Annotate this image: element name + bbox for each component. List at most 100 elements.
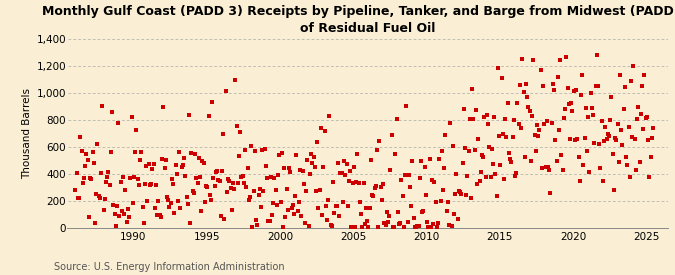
- Point: [247, 225, 258, 229]
- Point: [280, 215, 291, 219]
- Point: [318, 165, 329, 169]
- Point: [467, 87, 478, 92]
- Point: [126, 115, 137, 119]
- Point: [340, 173, 351, 177]
- Point: [338, 200, 348, 205]
- Point: [104, 183, 115, 187]
- Point: [214, 179, 225, 183]
- Point: [616, 128, 626, 132]
- Point: [534, 128, 545, 132]
- Point: [472, 181, 483, 186]
- Point: [394, 222, 404, 227]
- Point: [356, 212, 367, 216]
- Point: [535, 68, 546, 72]
- Point: [367, 193, 377, 198]
- Point: [297, 169, 308, 174]
- Point: [491, 194, 502, 198]
- Point: [448, 144, 458, 148]
- Point: [270, 188, 281, 192]
- Point: [516, 125, 526, 130]
- Point: [366, 158, 377, 163]
- Point: [93, 193, 104, 198]
- Point: [319, 128, 330, 133]
- Point: [164, 205, 175, 210]
- Point: [496, 76, 507, 80]
- Point: [531, 148, 541, 153]
- Point: [176, 164, 187, 169]
- Point: [215, 213, 226, 218]
- Point: [286, 205, 297, 210]
- Point: [217, 169, 227, 174]
- Point: [564, 101, 574, 106]
- Point: [513, 121, 524, 126]
- Point: [525, 159, 536, 164]
- Point: [500, 117, 511, 121]
- Point: [483, 121, 493, 126]
- Point: [615, 73, 626, 78]
- Point: [102, 175, 113, 180]
- Point: [165, 200, 176, 205]
- Point: [307, 161, 318, 165]
- Point: [384, 213, 395, 218]
- Point: [352, 152, 363, 156]
- Point: [259, 147, 270, 151]
- Point: [302, 158, 313, 163]
- Point: [431, 225, 442, 229]
- Point: [378, 182, 389, 186]
- Point: [227, 180, 238, 185]
- Point: [596, 119, 607, 123]
- Point: [122, 220, 132, 225]
- Point: [167, 182, 178, 186]
- Point: [232, 124, 242, 128]
- Point: [519, 155, 530, 160]
- Point: [436, 149, 447, 154]
- Point: [634, 160, 645, 165]
- Point: [602, 132, 613, 136]
- Point: [406, 204, 416, 208]
- Point: [608, 152, 618, 156]
- Point: [161, 158, 171, 163]
- Point: [550, 138, 561, 142]
- Point: [507, 135, 518, 139]
- Point: [321, 218, 332, 222]
- Point: [418, 209, 429, 214]
- Point: [336, 171, 347, 175]
- Point: [380, 223, 391, 227]
- Point: [261, 164, 271, 169]
- Point: [449, 212, 460, 217]
- Point: [544, 168, 555, 172]
- Point: [253, 193, 264, 197]
- Point: [292, 209, 303, 213]
- Point: [146, 182, 157, 186]
- Point: [570, 138, 580, 142]
- Point: [567, 108, 578, 113]
- Point: [421, 193, 431, 198]
- Point: [626, 78, 637, 83]
- Point: [413, 224, 424, 228]
- Point: [321, 204, 331, 208]
- Point: [110, 224, 121, 229]
- Point: [184, 112, 194, 117]
- Point: [621, 155, 632, 159]
- Point: [315, 188, 325, 192]
- Point: [647, 136, 657, 140]
- Point: [279, 166, 290, 170]
- Point: [254, 187, 265, 191]
- Point: [475, 179, 485, 183]
- Point: [179, 156, 190, 160]
- Point: [135, 158, 146, 163]
- Point: [101, 180, 111, 184]
- Point: [429, 180, 440, 184]
- Point: [107, 110, 117, 114]
- Point: [601, 136, 612, 141]
- Point: [643, 138, 653, 142]
- Point: [410, 225, 421, 229]
- Point: [92, 142, 103, 146]
- Point: [387, 225, 398, 229]
- Point: [523, 105, 534, 109]
- Point: [306, 152, 317, 156]
- Point: [591, 53, 602, 58]
- Point: [605, 118, 616, 122]
- Point: [250, 218, 261, 222]
- Point: [505, 157, 516, 161]
